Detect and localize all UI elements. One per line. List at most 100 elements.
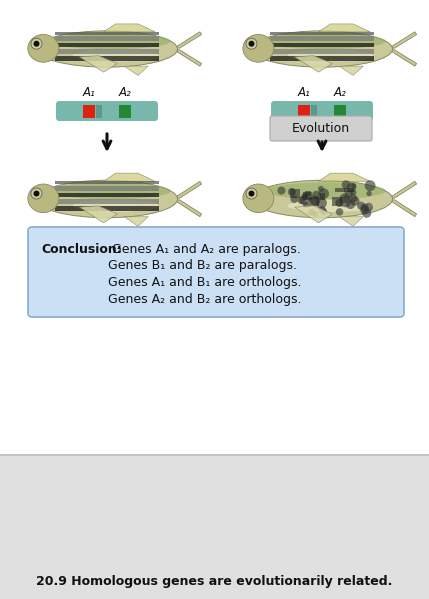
Circle shape (278, 187, 285, 195)
Polygon shape (339, 66, 363, 75)
Bar (270, 36, 374, 41)
Ellipse shape (28, 184, 59, 213)
Circle shape (290, 195, 298, 203)
Bar (270, 43, 374, 47)
Ellipse shape (243, 184, 274, 213)
Text: Evolution: Evolution (292, 122, 350, 135)
Circle shape (350, 189, 356, 195)
Bar (298, 253, 310, 265)
Circle shape (33, 190, 39, 196)
Bar (303, 192, 312, 200)
Text: Conclusion:: Conclusion: (41, 243, 122, 256)
Bar (0, 455, 429, 599)
Circle shape (364, 202, 373, 211)
Text: A₁: A₁ (82, 86, 95, 99)
Polygon shape (319, 173, 370, 181)
Text: B₂: B₂ (334, 234, 347, 247)
Polygon shape (124, 66, 148, 75)
Circle shape (316, 198, 327, 208)
Ellipse shape (287, 50, 374, 62)
Circle shape (31, 38, 42, 49)
Bar (119, 104, 131, 117)
Circle shape (318, 188, 329, 199)
Bar (334, 104, 346, 117)
Text: Genes A₂ and B₂ are orthologs.: Genes A₂ and B₂ are orthologs. (108, 292, 302, 305)
Circle shape (349, 194, 357, 202)
Circle shape (346, 200, 355, 209)
Polygon shape (176, 32, 202, 49)
Circle shape (365, 180, 375, 191)
FancyBboxPatch shape (271, 249, 373, 269)
Bar (344, 189, 353, 192)
Bar (55, 36, 159, 41)
Circle shape (351, 183, 356, 189)
Text: 20.9 Homologous genes are evolutionarily related.: 20.9 Homologous genes are evolutionarily… (36, 574, 392, 588)
Bar (332, 198, 342, 205)
Bar (55, 56, 159, 60)
Polygon shape (79, 206, 117, 223)
Circle shape (320, 208, 327, 215)
Bar (97, 253, 103, 265)
Bar (119, 253, 131, 265)
Ellipse shape (265, 33, 386, 49)
Circle shape (341, 180, 350, 189)
Text: A₂: A₂ (119, 234, 132, 247)
Bar (55, 186, 159, 190)
Circle shape (248, 190, 254, 196)
Circle shape (366, 191, 372, 196)
Circle shape (340, 193, 350, 203)
FancyBboxPatch shape (271, 101, 373, 121)
Text: Genes A₁ and B₁ are orthologs.: Genes A₁ and B₁ are orthologs. (108, 276, 302, 289)
Bar (83, 104, 95, 117)
Ellipse shape (251, 180, 393, 217)
FancyBboxPatch shape (56, 101, 158, 121)
Text: Genes A₁ and A₂ are paralogs.: Genes A₁ and A₂ are paralogs. (108, 243, 301, 256)
Circle shape (308, 208, 315, 216)
Bar (270, 49, 374, 54)
Polygon shape (176, 199, 202, 217)
Bar (83, 253, 95, 265)
Circle shape (31, 188, 42, 199)
Text: Genes B₁ and B₂ are paralogs.: Genes B₁ and B₂ are paralogs. (108, 259, 297, 273)
Bar (55, 199, 159, 204)
Bar (270, 56, 374, 60)
Text: B₁: B₁ (298, 234, 310, 247)
Ellipse shape (50, 182, 171, 199)
Polygon shape (79, 56, 117, 72)
Circle shape (299, 195, 310, 205)
Bar (55, 192, 159, 197)
Polygon shape (103, 24, 155, 32)
Polygon shape (391, 50, 417, 66)
Polygon shape (176, 181, 202, 198)
Circle shape (318, 186, 324, 192)
Circle shape (246, 188, 257, 199)
Polygon shape (391, 181, 417, 198)
Ellipse shape (73, 50, 159, 62)
Bar (320, 193, 326, 199)
Circle shape (319, 206, 326, 214)
Circle shape (246, 38, 257, 49)
Circle shape (350, 196, 360, 206)
Polygon shape (124, 217, 148, 226)
Bar (290, 189, 300, 198)
Ellipse shape (251, 31, 393, 67)
Circle shape (360, 204, 369, 211)
Circle shape (336, 208, 343, 216)
Ellipse shape (73, 199, 159, 212)
Bar (55, 206, 159, 211)
Circle shape (248, 41, 254, 47)
Circle shape (312, 190, 321, 199)
Circle shape (344, 190, 353, 198)
Bar (270, 32, 374, 35)
Polygon shape (339, 217, 363, 226)
Polygon shape (294, 206, 332, 223)
Bar (311, 104, 317, 117)
Ellipse shape (243, 35, 274, 62)
Ellipse shape (287, 199, 374, 212)
Ellipse shape (28, 35, 59, 62)
Circle shape (362, 208, 372, 218)
Bar (298, 104, 310, 117)
Text: A₁: A₁ (298, 86, 310, 99)
Circle shape (303, 202, 309, 208)
Bar (334, 253, 346, 265)
